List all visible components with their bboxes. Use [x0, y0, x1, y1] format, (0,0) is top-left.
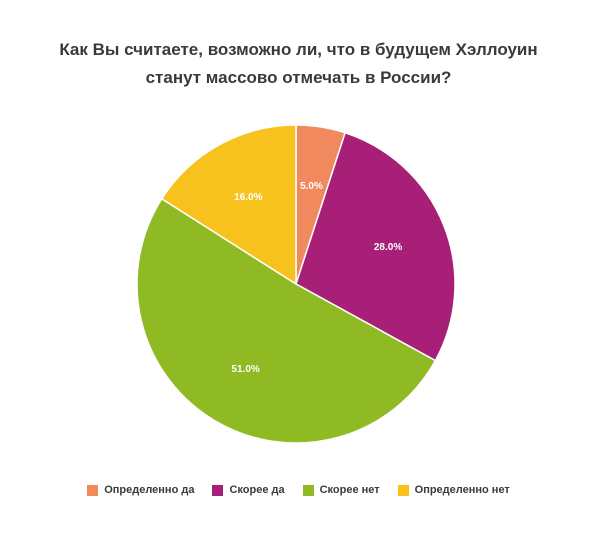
legend-label-definitely-yes: Определенно да [104, 484, 195, 496]
legend-item-definitely-no[interactable]: Определенно нет [397, 484, 510, 496]
pie-slice-rather-no[interactable] [136, 197, 437, 444]
data-label-definitely-no: 16.0% [234, 192, 262, 203]
chart-title-line-2: станут массово отмечать в России? [145, 68, 452, 87]
legend-swatch-rather-yes [212, 484, 224, 496]
legend-item-definitely-yes[interactable]: Определенно да [87, 484, 194, 496]
data-label-definitely-yes: 5.0% [300, 181, 323, 192]
legend: Определенно да Скорее да Скорее нет Опре… [0, 480, 597, 500]
data-label-rather-no: 51.0% [231, 364, 259, 375]
legend-label-definitely-no: Определенно нет [414, 484, 510, 496]
legend-item-rather-yes[interactable]: Скорее да [212, 484, 285, 496]
legend-swatch-rather-no [302, 484, 314, 496]
legend-swatch-definitely-yes [87, 484, 99, 496]
chart-title: Как Вы считаете, возможно ли, что в буду… [20, 36, 577, 92]
legend-label-rather-yes: Скорее да [229, 484, 285, 496]
pie-slice-definitely-no[interactable] [160, 124, 297, 286]
data-label-rather-yes: 28.0% [374, 242, 402, 253]
chart-title-line-1: Как Вы считаете, возможно ли, что в буду… [59, 40, 538, 59]
pie-slice-rather-yes[interactable] [295, 131, 456, 362]
legend-item-rather-no[interactable]: Скорее нет [302, 484, 380, 496]
legend-swatch-definitely-no [397, 484, 409, 496]
legend-label-rather-no: Скорее нет [319, 484, 380, 496]
